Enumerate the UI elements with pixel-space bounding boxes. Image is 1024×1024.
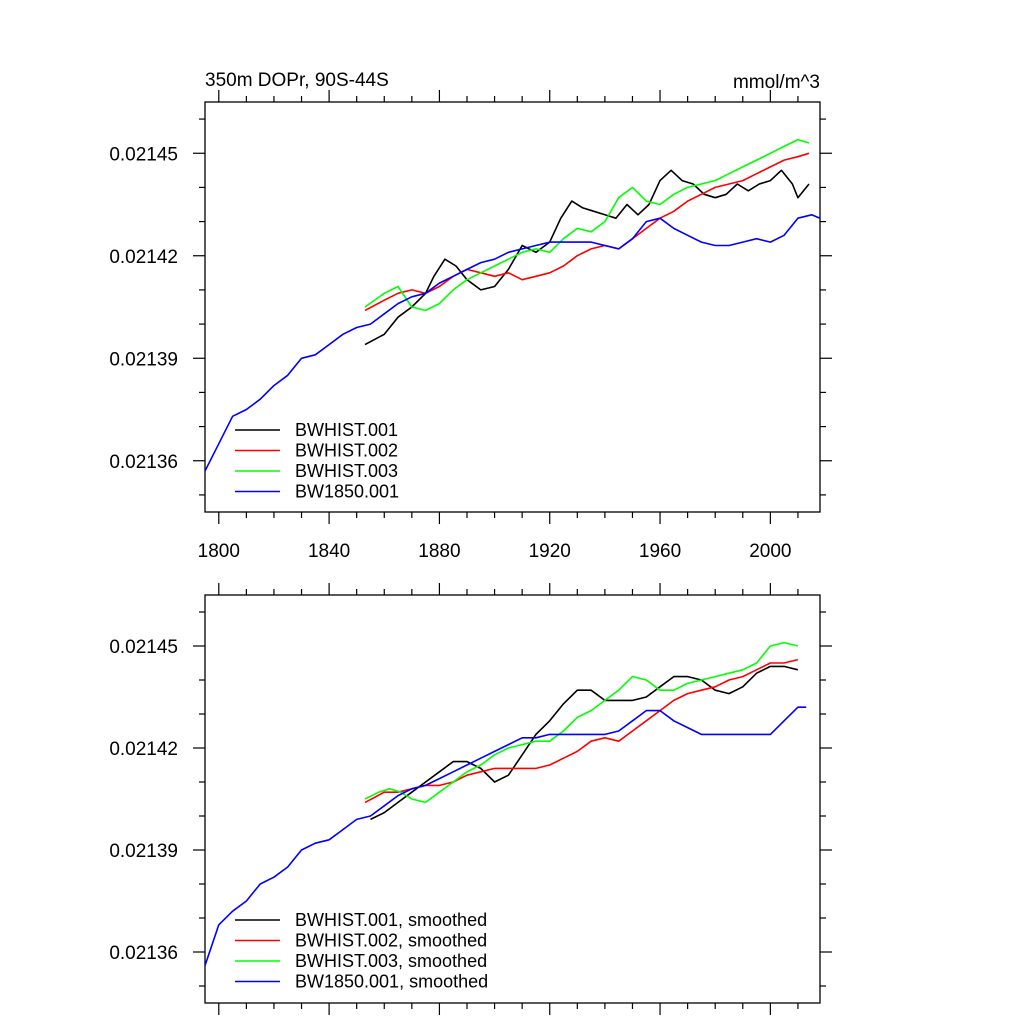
y-tick-label: 0.02145 xyxy=(109,144,178,165)
y-tick-label: 0.02139 xyxy=(109,841,178,862)
legend-label: BW1850.001 xyxy=(295,482,399,502)
series-line-4 xyxy=(205,706,807,966)
top-panel: 1800 1840 1880 1920 1960 2000 0.02136 0.02139 0.… xyxy=(109,70,832,562)
legend-label: BWHIST.002 xyxy=(295,441,398,461)
chart-title: 350m DOPr, 90S-44S xyxy=(205,70,389,91)
series-line-4 xyxy=(205,214,820,472)
legend-label: BWHIST.001, smoothed xyxy=(295,910,487,930)
series-line-2 xyxy=(364,152,810,312)
series-group xyxy=(205,138,820,472)
y-tick-label: 0.02142 xyxy=(109,739,178,760)
series-line-3 xyxy=(364,641,799,804)
series-group xyxy=(205,641,807,966)
plot-frame xyxy=(204,594,821,1004)
units-label: mmol/m^3 xyxy=(733,72,820,93)
x-tick-label: 1960 xyxy=(639,541,681,562)
legend-label: BWHIST.003 xyxy=(295,461,398,481)
series-line-2 xyxy=(364,658,799,804)
legend-label: BW1850.001, smoothed xyxy=(295,972,488,992)
legend-label: BWHIST.002, smoothed xyxy=(295,931,487,951)
x-tick-label: 1880 xyxy=(418,541,460,562)
bottom-panel: 0.02136 0.02139 0.02142 0.02145 BWHIST.001, … xyxy=(109,583,832,1015)
series-line-1 xyxy=(370,665,799,821)
series-line-1 xyxy=(364,169,810,346)
x-tick-label: 2000 xyxy=(749,541,791,562)
y-tick-label: 0.02142 xyxy=(109,247,178,268)
legend-label: BWHIST.001 xyxy=(295,420,398,440)
plot-frame xyxy=(204,101,821,513)
x-tick-label: 1800 xyxy=(198,541,240,562)
y-tick-label: 0.02136 xyxy=(109,452,178,473)
y-tick-label: 0.02139 xyxy=(109,349,178,370)
y-tick-label: 0.02136 xyxy=(109,943,178,964)
x-tick-label: 1840 xyxy=(308,541,350,562)
series-line-3 xyxy=(364,138,810,312)
y-tick-label: 0.02145 xyxy=(109,637,178,658)
x-tick-label: 1920 xyxy=(529,541,571,562)
legend-label: BWHIST.003, smoothed xyxy=(295,951,487,971)
